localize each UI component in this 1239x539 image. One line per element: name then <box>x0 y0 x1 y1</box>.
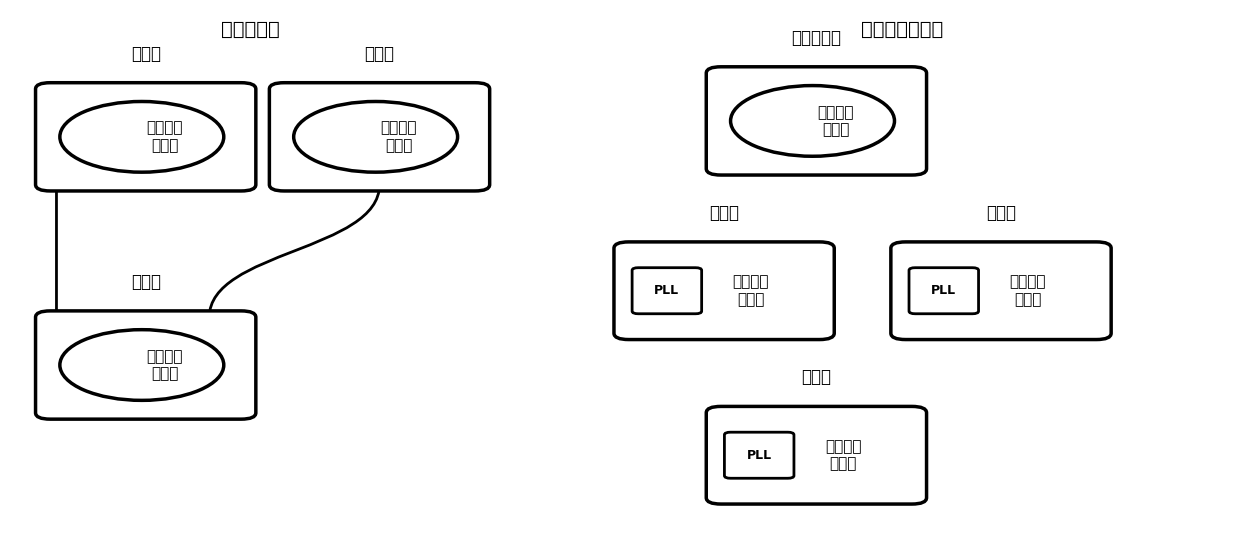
Text: 自由运行
的晶振: 自由运行 的晶振 <box>146 121 183 153</box>
Text: 系统时钟源: 系统时钟源 <box>792 29 841 46</box>
FancyBboxPatch shape <box>36 82 255 191</box>
Circle shape <box>731 86 895 156</box>
Text: 频率锁定
的晶振: 频率锁定 的晶振 <box>732 274 769 307</box>
Text: PLL: PLL <box>747 449 772 462</box>
Text: 标准以太网: 标准以太网 <box>221 20 280 39</box>
FancyBboxPatch shape <box>36 311 255 419</box>
Text: 节点三: 节点三 <box>802 368 831 386</box>
FancyBboxPatch shape <box>891 242 1111 340</box>
Text: 时间同步以太网: 时间同步以太网 <box>861 20 944 39</box>
FancyBboxPatch shape <box>706 67 927 175</box>
Text: 节点二: 节点二 <box>364 45 394 63</box>
FancyBboxPatch shape <box>615 242 834 340</box>
Text: 节点二: 节点二 <box>986 204 1016 222</box>
Circle shape <box>59 101 224 172</box>
FancyBboxPatch shape <box>269 82 489 191</box>
Circle shape <box>294 101 457 172</box>
Text: 节点一: 节点一 <box>709 204 740 222</box>
Circle shape <box>59 330 224 400</box>
Text: 频率锁定
的晶振: 频率锁定 的晶振 <box>825 439 861 472</box>
Text: PLL: PLL <box>654 284 679 297</box>
FancyBboxPatch shape <box>706 406 927 504</box>
Text: 节点三: 节点三 <box>130 273 161 291</box>
FancyBboxPatch shape <box>909 268 979 314</box>
FancyBboxPatch shape <box>632 268 701 314</box>
FancyBboxPatch shape <box>725 432 794 478</box>
Text: PLL: PLL <box>932 284 957 297</box>
Text: 自由运行
的晶振: 自由运行 的晶振 <box>146 349 183 381</box>
Text: 自由运行
的晶振: 自由运行 的晶振 <box>818 105 854 137</box>
Text: 自由运行
的晶振: 自由运行 的晶振 <box>380 121 416 153</box>
Text: 节点一: 节点一 <box>130 45 161 63</box>
Text: 频率锁定
的晶振: 频率锁定 的晶振 <box>1010 274 1046 307</box>
